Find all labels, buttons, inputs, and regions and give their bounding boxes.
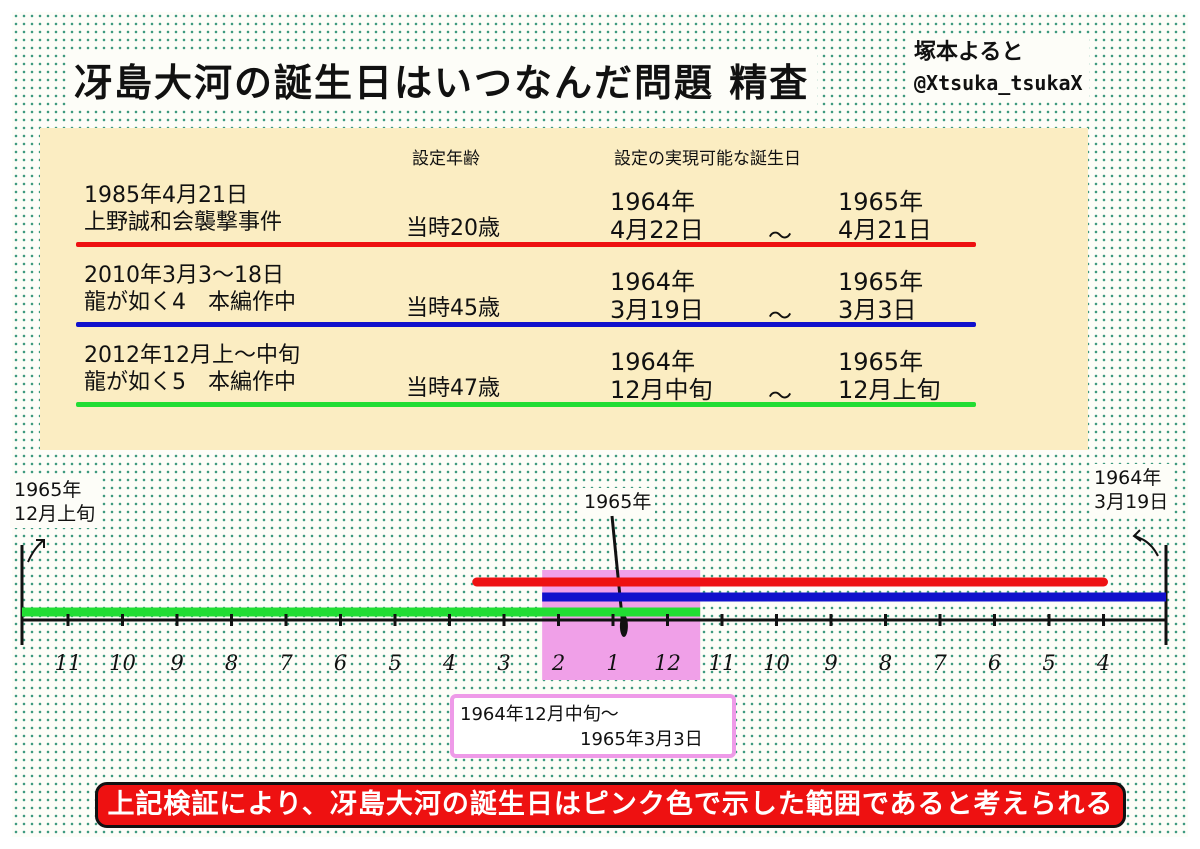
center-year-label: 1965年 — [580, 488, 656, 516]
row-underline — [76, 242, 976, 247]
month-label: 5 — [1042, 651, 1055, 675]
month-label: 9 — [824, 651, 837, 675]
event-text: 2012年12月上～中旬 龍が如く5 本編作中 — [84, 342, 300, 396]
to-year: 1965年 — [838, 348, 924, 376]
month-label: 12 — [654, 651, 681, 675]
event-name: 上野誠和会襲撃事件 — [84, 210, 283, 235]
header-age: 設定年齢 — [412, 149, 480, 169]
from-year: 1964年 — [610, 188, 696, 216]
conditions-table: 設定年齢 設定の実現可能な誕生日 1985年4月21日 上野誠和会襲撃事件 当時… — [40, 128, 1088, 450]
month-label: 3 — [497, 651, 510, 675]
month-label: 10 — [109, 651, 136, 675]
month-label: 9 — [170, 651, 183, 675]
birthday-from: 1964年 4月22日 — [610, 188, 704, 244]
month-label: 4 — [442, 651, 456, 675]
to-day: 12月上旬 — [838, 376, 941, 404]
left-end-label: 1965年 12月上旬 — [10, 476, 100, 528]
row-underline — [76, 402, 976, 407]
birthday-to: 1965年 12月上旬 — [838, 348, 941, 404]
right-end-label: 1964年 3月19日 — [1090, 464, 1173, 516]
center-year-mark — [619, 615, 628, 637]
left-arrow-icon — [27, 539, 45, 563]
right-arrow-icon — [1132, 529, 1159, 557]
from-day: 4月22日 — [610, 216, 704, 244]
to-day: 3月3日 — [838, 296, 917, 324]
month-label: 8 — [879, 651, 892, 675]
table-row: 2010年3月3～18日 龍が如く4 本編作中 当時45歳 1964年 3月19… — [40, 262, 1088, 342]
month-label: 2 — [551, 651, 565, 675]
from-year: 1964年 — [610, 348, 696, 376]
right-end-year: 1964年 — [1094, 467, 1162, 489]
month-label: 4 — [1096, 651, 1110, 675]
right-end-month: 3月19日 — [1094, 491, 1169, 513]
event-name: 龍が如く5 本編作中 — [84, 370, 296, 395]
table-row: 2012年12月上～中旬 龍が如く5 本編作中 当時47歳 1964年 12月中… — [40, 342, 1088, 422]
to-year: 1965年 — [838, 268, 924, 296]
month-label: 1 — [606, 651, 619, 675]
month-label: 10 — [763, 651, 790, 675]
from-day: 12月中旬 — [610, 376, 713, 404]
event-date: 2010年3月3～18日 — [84, 263, 284, 288]
month-label: 11 — [709, 651, 736, 675]
month-label: 7 — [279, 651, 293, 675]
birthday-from: 1964年 12月中旬 — [610, 348, 713, 404]
to-day: 4月21日 — [838, 216, 932, 244]
event-date: 1985年4月21日 — [84, 183, 248, 208]
left-end-year: 1965年 — [14, 479, 82, 501]
conclusion-banner: 上記検証により、冴島大河の誕生日はピンク色で示した範囲であると考えられる — [95, 782, 1126, 828]
age-text: 当時20歳 — [406, 216, 500, 241]
page-title: 冴島大河の誕生日はいつなんだ問題 精査 — [66, 52, 818, 107]
author-handle: @Xtsuka_tsukaX — [914, 71, 1083, 95]
from-year: 1964年 — [610, 268, 696, 296]
month-label: 7 — [933, 651, 947, 675]
range-callout: 1964年12月中旬～ 1965年3月3日 — [450, 694, 736, 758]
table-row: 1985年4月21日 上野誠和会襲撃事件 当時20歳 1964年 4月22日 ～… — [40, 182, 1088, 262]
from-day: 3月19日 — [610, 296, 704, 324]
event-text: 1985年4月21日 上野誠和会襲撃事件 — [84, 182, 282, 236]
row-underline — [76, 322, 976, 327]
month-label: 8 — [225, 651, 238, 675]
left-end-month: 12月上旬 — [14, 503, 96, 525]
callout-line1: 1964年12月中旬～ — [460, 704, 619, 725]
birthday-to: 1965年 3月3日 — [838, 268, 923, 324]
birthday-to: 1965年 4月21日 — [838, 188, 932, 244]
event-date: 2012年12月上～中旬 — [84, 343, 300, 368]
callout-line2: 1965年3月3日 — [580, 729, 703, 750]
birthday-from: 1964年 3月19日 — [610, 268, 704, 324]
to-year: 1965年 — [838, 188, 924, 216]
month-label: 5 — [388, 651, 401, 675]
age-text: 当時47歳 — [406, 376, 500, 401]
month-label: 11 — [55, 651, 82, 675]
header-birthday: 設定の実現可能な誕生日 — [614, 149, 801, 169]
event-text: 2010年3月3～18日 龍が如く4 本編作中 — [84, 262, 296, 316]
month-label: 6 — [334, 651, 347, 675]
age-text: 当時45歳 — [406, 296, 500, 321]
event-name: 龍が如く4 本編作中 — [84, 290, 296, 315]
month-label: 6 — [988, 651, 1001, 675]
author-name: 塚本よると — [914, 40, 1024, 65]
author-credit: 塚本よると @Xtsuka_tsukaX — [908, 38, 1089, 98]
